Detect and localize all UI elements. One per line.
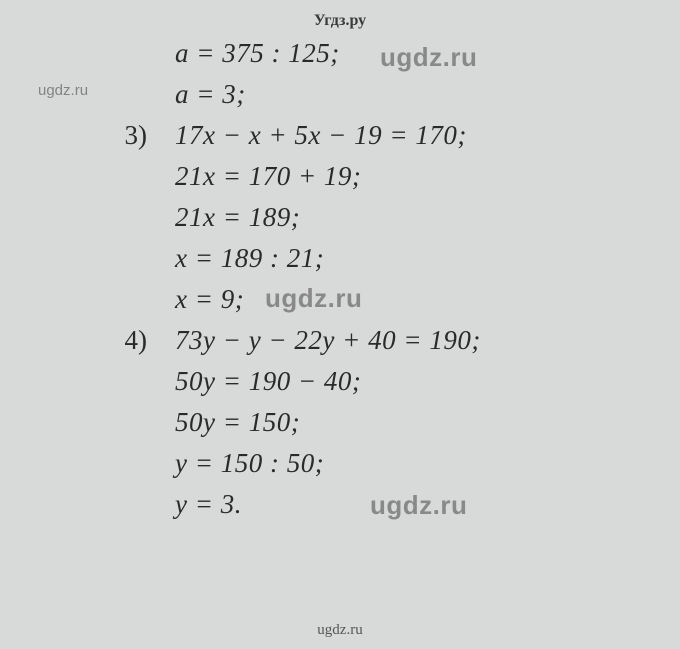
equation: 17x − x + 5x − 19 = 170;	[175, 120, 467, 151]
page-header: Угдз.ру	[0, 12, 680, 30]
equation: a = 375 : 125;	[175, 38, 340, 69]
math-line: 50y = 150;	[115, 407, 680, 448]
equation: y = 150 : 50;	[175, 448, 324, 479]
problem-number: 3)	[115, 120, 175, 151]
equation: a = 3;	[175, 79, 246, 110]
equation: 73y − y − 22y + 40 = 190;	[175, 325, 481, 356]
equation: 50y = 150;	[175, 407, 300, 438]
math-line: x = 9;	[115, 284, 680, 325]
math-line: a = 3;	[115, 79, 680, 120]
math-line: 50y = 190 − 40;	[115, 366, 680, 407]
math-line: y = 150 : 50;	[115, 448, 680, 489]
problem-number: 4)	[115, 325, 175, 356]
equation: x = 189 : 21;	[175, 243, 324, 274]
math-content: a = 375 : 125; a = 3; 3) 17x − x + 5x − …	[0, 38, 680, 530]
math-line: a = 375 : 125;	[115, 38, 680, 79]
equation: 50y = 190 − 40;	[175, 366, 361, 397]
page-footer: ugdz.ru	[0, 622, 680, 639]
equation: 21x = 170 + 19;	[175, 161, 361, 192]
math-line: 21x = 189;	[115, 202, 680, 243]
math-line: 21x = 170 + 19;	[115, 161, 680, 202]
equation: x = 9;	[175, 284, 244, 315]
math-line: 3) 17x − x + 5x − 19 = 170;	[115, 120, 680, 161]
equation: y = 3.	[175, 489, 242, 520]
math-line: y = 3.	[115, 489, 680, 530]
math-line: 4) 73y − y − 22y + 40 = 190;	[115, 325, 680, 366]
page: Угдз.ру a = 375 : 125; a = 3; 3) 17x − x…	[0, 0, 680, 649]
math-line: x = 189 : 21;	[115, 243, 680, 284]
equation: 21x = 189;	[175, 202, 300, 233]
